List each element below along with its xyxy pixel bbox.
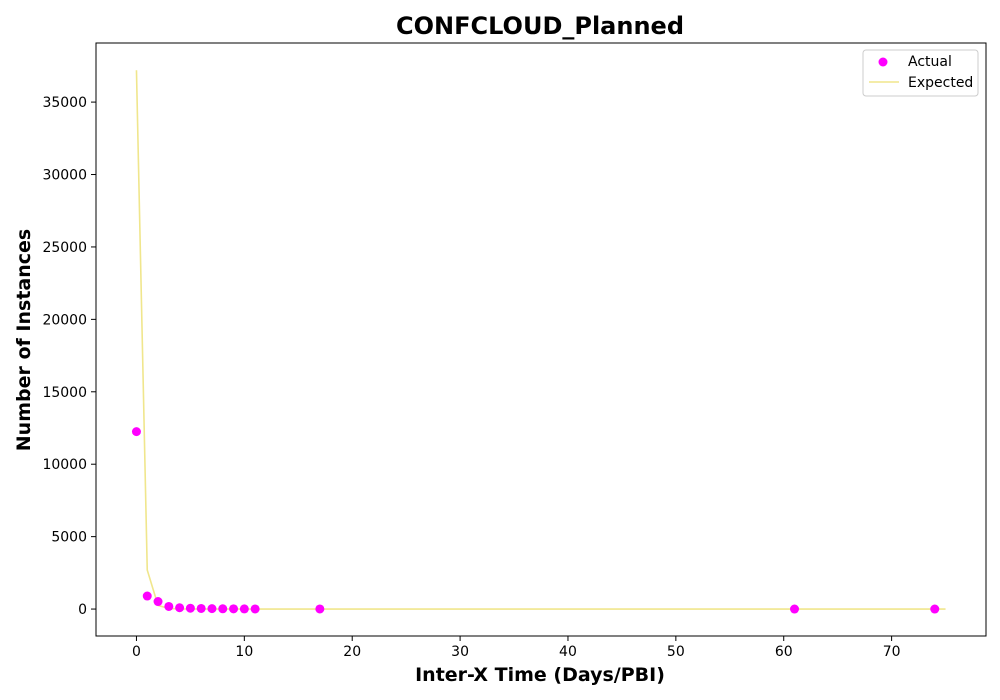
y-tick-label: 35000 bbox=[42, 95, 87, 111]
x-tick-label: 30 bbox=[451, 644, 469, 660]
y-tick-label: 25000 bbox=[42, 240, 87, 256]
chart-title: CONFCLOUD_Planned bbox=[396, 12, 684, 40]
actual-point bbox=[153, 597, 163, 607]
actual-point bbox=[185, 603, 195, 613]
x-tick-label: 60 bbox=[775, 644, 793, 660]
y-tick-label: 10000 bbox=[42, 457, 87, 473]
actual-point bbox=[164, 601, 174, 611]
actual-point bbox=[229, 604, 239, 614]
actual-point bbox=[315, 604, 325, 614]
actual-point bbox=[142, 591, 152, 601]
x-tick-label: 0 bbox=[132, 644, 141, 660]
actual-point bbox=[196, 603, 206, 613]
y-tick-label: 30000 bbox=[42, 168, 87, 184]
legend-marker-actual bbox=[878, 57, 888, 67]
legend: Actual Expected bbox=[862, 49, 979, 97]
y-tick-label: 20000 bbox=[42, 312, 87, 328]
y-axis: 0 5000 10000 15000 20000 25000 30000 35000 bbox=[42, 95, 96, 618]
x-axis: 0 10 20 30 40 50 60 70 bbox=[132, 636, 901, 660]
actual-point bbox=[218, 604, 228, 614]
actual-point bbox=[239, 604, 249, 614]
plot-area bbox=[95, 42, 987, 637]
y-tick-label: 15000 bbox=[42, 385, 87, 401]
legend-label-actual: Actual bbox=[908, 54, 952, 70]
legend-label-expected: Expected bbox=[908, 75, 973, 91]
x-tick-label: 40 bbox=[559, 644, 577, 660]
y-axis-label: Number of Instances bbox=[13, 229, 35, 451]
actual-point bbox=[250, 604, 260, 614]
actual-point bbox=[207, 604, 217, 614]
legend-box bbox=[862, 49, 979, 97]
y-tick-label: 0 bbox=[78, 602, 87, 618]
x-tick-label: 70 bbox=[883, 644, 901, 660]
y-tick-label: 5000 bbox=[51, 530, 87, 546]
actual-point bbox=[930, 604, 940, 614]
series-layer bbox=[131, 70, 946, 614]
actual-point bbox=[175, 603, 185, 613]
actual-point bbox=[131, 427, 141, 437]
x-tick-label: 20 bbox=[343, 644, 361, 660]
x-tick-label: 50 bbox=[667, 644, 685, 660]
actual-point bbox=[790, 604, 800, 614]
x-tick-label: 10 bbox=[235, 644, 253, 660]
x-axis-label: Inter-X Time (Days/PBI) bbox=[415, 664, 665, 686]
